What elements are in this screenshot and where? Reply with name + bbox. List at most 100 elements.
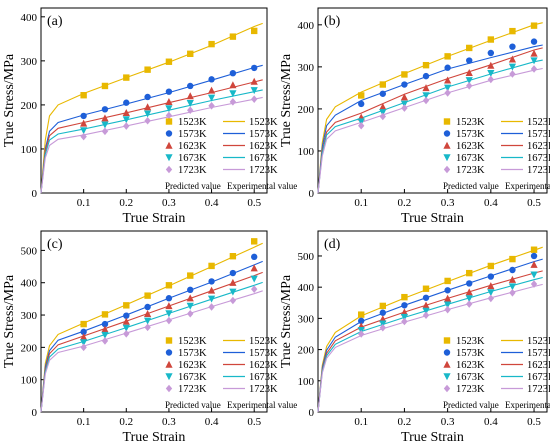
predicted-point bbox=[101, 325, 109, 333]
panel-label: (b) bbox=[324, 14, 341, 29]
legend-marker bbox=[165, 141, 173, 149]
legend-label-experimental: 1723K bbox=[527, 165, 550, 176]
predicted-point bbox=[229, 90, 237, 98]
x-axis-label: True Strain bbox=[123, 430, 186, 445]
y-tick-label: 100 bbox=[298, 146, 315, 158]
predicted-point bbox=[187, 309, 194, 318]
predicted-point bbox=[487, 61, 495, 69]
predicted-point bbox=[207, 286, 216, 294]
predicted-point bbox=[165, 316, 173, 325]
legend-label-predicted: 1523K bbox=[456, 336, 485, 347]
y-tick-label: 500 bbox=[21, 245, 38, 257]
legend-marker bbox=[165, 165, 173, 174]
y-tick-label: 400 bbox=[21, 278, 38, 290]
predicted-point bbox=[379, 309, 387, 316]
y-tick-label: 400 bbox=[21, 12, 38, 24]
predicted-point bbox=[251, 238, 258, 245]
legend-label-predicted: 1673K bbox=[178, 372, 207, 383]
predicted-point bbox=[229, 296, 237, 305]
legend-label-experimental: 1573K bbox=[527, 348, 550, 359]
experimental-curve bbox=[317, 44, 543, 194]
legend-marker bbox=[443, 165, 451, 174]
predicted-point bbox=[358, 100, 365, 108]
predicted-point bbox=[509, 27, 516, 35]
legend-label-experimental: 1673K bbox=[527, 372, 550, 383]
legend-label-experimental: 1673K bbox=[527, 153, 550, 164]
y-tick-label: 500 bbox=[298, 251, 315, 263]
predicted-point bbox=[80, 328, 87, 336]
predicted-point bbox=[165, 302, 173, 310]
legend-label-predicted: 1723K bbox=[178, 384, 207, 395]
experimental-curve bbox=[40, 281, 263, 413]
panel-label: (a) bbox=[47, 14, 63, 29]
legend-marker bbox=[443, 141, 451, 149]
x-tick-label: 0.1 bbox=[77, 416, 91, 428]
predicted-point bbox=[530, 246, 538, 253]
legend-caption-experimental: Experimental value bbox=[227, 181, 297, 191]
y-tick-label: 100 bbox=[298, 376, 315, 388]
x-tick-label: 0.1 bbox=[354, 197, 368, 209]
predicted-point bbox=[80, 92, 87, 99]
x-tick-label: 0.4 bbox=[484, 416, 498, 428]
predicted-point bbox=[229, 269, 237, 277]
predicted-point bbox=[444, 277, 451, 285]
y-tick-label: 200 bbox=[298, 345, 315, 357]
y-tick-label: 300 bbox=[298, 62, 315, 74]
predicted-point bbox=[465, 288, 473, 296]
predicted-point bbox=[187, 82, 194, 90]
legend-label-experimental: 1523K bbox=[249, 336, 278, 347]
legend-label-experimental: 1523K bbox=[527, 117, 550, 128]
y-tick-label: 200 bbox=[21, 100, 38, 112]
legend-label-experimental: 1573K bbox=[249, 129, 278, 140]
predicted-point bbox=[379, 81, 387, 88]
x-axis-label: True Strain bbox=[401, 430, 464, 445]
predicted-point bbox=[466, 44, 473, 52]
predicted-point bbox=[144, 116, 151, 125]
predicted-point bbox=[401, 81, 408, 88]
predicted-point bbox=[422, 311, 430, 320]
predicted-point bbox=[401, 317, 408, 326]
predicted-point bbox=[466, 269, 473, 277]
predicted-point bbox=[207, 94, 216, 102]
predicted-point bbox=[530, 65, 538, 73]
predicted-point bbox=[186, 92, 194, 100]
predicted-point bbox=[144, 103, 152, 111]
predicted-point bbox=[122, 116, 130, 124]
predicted-point bbox=[122, 324, 130, 332]
predicted-point bbox=[487, 36, 495, 43]
y-tick-label: 300 bbox=[21, 56, 38, 68]
predicted-point bbox=[422, 72, 430, 80]
legend-label-experimental: 1723K bbox=[249, 165, 278, 176]
experimental-curve bbox=[317, 22, 543, 194]
legend-marker bbox=[443, 373, 451, 381]
predicted-point bbox=[509, 288, 516, 297]
predicted-point bbox=[487, 69, 495, 77]
legend-label-predicted: 1623K bbox=[178, 360, 207, 371]
predicted-point bbox=[530, 252, 538, 260]
predicted-point bbox=[80, 343, 87, 352]
legend-marker bbox=[165, 384, 173, 393]
predicted-point bbox=[186, 99, 194, 107]
x-tick-label: 0.3 bbox=[441, 197, 455, 209]
predicted-point bbox=[379, 103, 387, 111]
predicted-point bbox=[80, 127, 88, 135]
legend-label-experimental: 1573K bbox=[527, 129, 550, 140]
predicted-point bbox=[251, 95, 258, 103]
predicted-point bbox=[250, 87, 258, 95]
predicted-point bbox=[444, 287, 451, 294]
predicted-point bbox=[122, 109, 130, 117]
legend-label-experimental: 1623K bbox=[249, 141, 278, 152]
y-tick-label: 100 bbox=[21, 144, 38, 156]
y-tick-label: 0 bbox=[309, 407, 315, 419]
experimental-curve bbox=[317, 276, 543, 413]
legend-label-predicted: 1523K bbox=[456, 117, 485, 128]
y-axis-label: True Stress/MPa bbox=[279, 274, 294, 368]
predicted-point bbox=[123, 99, 130, 106]
predicted-point bbox=[187, 286, 194, 294]
legend-label-experimental: 1673K bbox=[249, 372, 278, 383]
legend-label-experimental: 1623K bbox=[249, 360, 278, 371]
predicted-point bbox=[530, 22, 538, 29]
predicted-point bbox=[379, 90, 387, 97]
experimental-curve bbox=[317, 47, 543, 194]
